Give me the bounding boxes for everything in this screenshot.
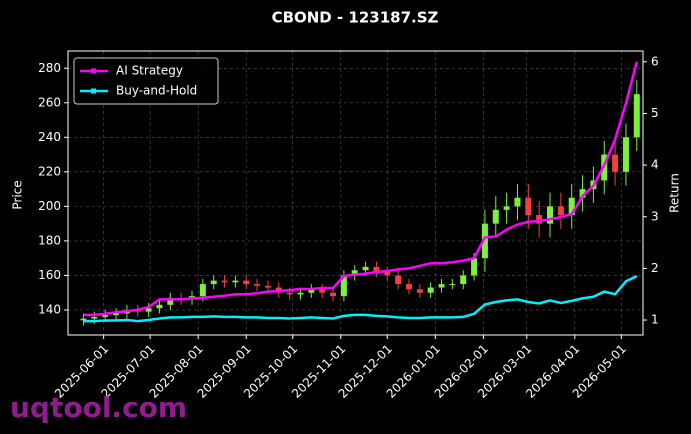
y2-tick-label: 4	[651, 158, 659, 172]
y-tick-label: 280	[38, 61, 61, 75]
y-axis-label: Price	[11, 180, 25, 209]
candle-body	[167, 297, 174, 305]
y2-tick-label: 5	[651, 106, 659, 120]
y2-axis-label: Return	[668, 173, 682, 213]
candle-body	[156, 304, 163, 309]
legend-label: Buy-and-Hold	[116, 84, 197, 98]
y2-tick-label: 3	[651, 209, 659, 223]
y-tick-label: 160	[38, 268, 61, 282]
candle-body	[297, 292, 304, 295]
y-tick-label: 220	[38, 164, 61, 178]
series-line	[83, 61, 639, 317]
legend-marker	[91, 88, 96, 94]
y2-tick-label: 6	[651, 54, 659, 68]
candle-body	[199, 284, 206, 297]
candle-body	[416, 289, 423, 293]
y-tick-label: 240	[38, 130, 61, 144]
candle-body	[232, 280, 239, 283]
candle-body	[221, 280, 228, 283]
candle-body	[622, 137, 629, 172]
candle-body	[384, 271, 391, 276]
candle-body	[286, 292, 293, 295]
y-tick-label: 260	[38, 95, 61, 109]
y-tick-label: 180	[38, 233, 61, 247]
candle-body	[330, 292, 337, 297]
legend-box	[73, 57, 219, 105]
candle-body	[557, 206, 564, 216]
candle-body	[633, 94, 640, 138]
candle-body	[254, 284, 261, 286]
candle-body	[612, 154, 619, 172]
legend: AI Strategy Buy-and-Hold	[73, 57, 219, 105]
candle-body	[503, 206, 510, 210]
candle-body	[536, 215, 543, 224]
candle-body	[568, 197, 575, 216]
y2-tick-label: 2	[651, 261, 659, 275]
candle-body	[395, 275, 402, 285]
candle-body	[427, 287, 434, 293]
series-line	[83, 274, 638, 323]
y-tick-label: 140	[38, 302, 61, 316]
candle-body	[547, 206, 554, 224]
candle-body	[525, 197, 532, 216]
candle-body	[308, 289, 315, 293]
plot-frame	[67, 50, 644, 336]
candle-body	[362, 266, 369, 271]
candle-body	[351, 270, 358, 276]
candle-body	[405, 284, 412, 290]
candle-body	[340, 275, 347, 297]
y2-tick-label: 1	[651, 313, 659, 327]
candle-body	[145, 308, 152, 312]
candle-body	[579, 189, 586, 198]
legend-marker	[91, 68, 96, 74]
candle-body	[102, 315, 109, 317]
candle-body	[471, 258, 478, 276]
candle-body	[264, 285, 271, 288]
chart-title: CBOND - 123187.SZ	[272, 9, 439, 27]
candle-body	[460, 275, 467, 285]
candle-body	[243, 280, 250, 285]
candle-body	[449, 284, 456, 286]
legend-label: AI Strategy	[116, 64, 183, 78]
y-tick-label: 200	[38, 199, 61, 213]
candle-body	[481, 223, 488, 259]
candle-body	[91, 316, 98, 319]
candle-body	[514, 197, 521, 207]
watermark: uqtool.com	[10, 391, 187, 424]
candle-body	[80, 318, 87, 321]
candle-body	[210, 280, 217, 285]
candle-body	[319, 289, 326, 293]
candle-body	[373, 266, 380, 272]
candle-body	[492, 209, 499, 224]
candle-body	[113, 313, 120, 316]
candle-body	[438, 284, 445, 288]
